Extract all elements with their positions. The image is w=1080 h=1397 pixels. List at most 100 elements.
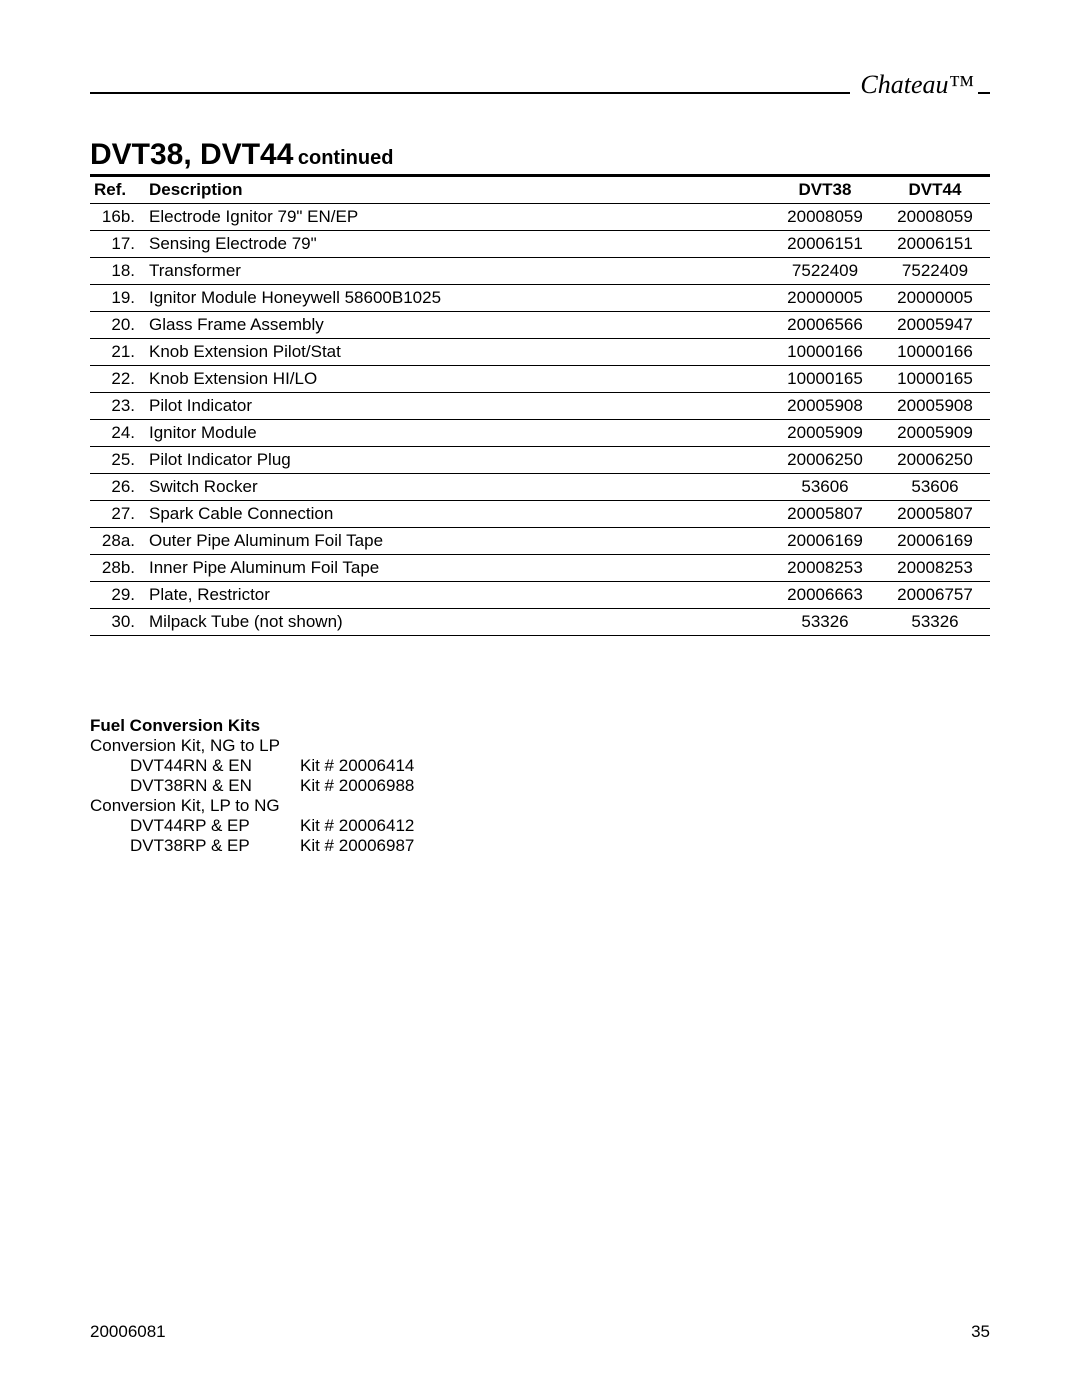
table-row: 28a.Outer Pipe Aluminum Foil Tape2000616… [90,528,990,555]
footer-doc-number: 20006081 [90,1322,166,1342]
cell-desc: Switch Rocker [145,474,770,501]
kit-item: DVT44RP & EPKit # 20006412 [90,816,990,836]
cell-p1: 20008253 [770,555,880,582]
cell-p2: 53326 [880,609,990,636]
cell-p2: 20006151 [880,231,990,258]
cell-ref: 16b. [90,204,145,231]
table-row: 25.Pilot Indicator Plug2000625020006250 [90,447,990,474]
cell-p2: 20000005 [880,285,990,312]
cell-ref: 18. [90,258,145,285]
table-row: 24.Ignitor Module2000590920005909 [90,420,990,447]
cell-p2: 20005947 [880,312,990,339]
cell-p1: 20006151 [770,231,880,258]
cell-p1: 7522409 [770,258,880,285]
cell-p1: 20006566 [770,312,880,339]
cell-p1: 20005807 [770,501,880,528]
kit-model: DVT38RP & EP [130,836,300,856]
cell-desc: Plate, Restrictor [145,582,770,609]
cell-desc: Milpack Tube (not shown) [145,609,770,636]
cell-p1: 20000005 [770,285,880,312]
kit-item: DVT38RP & EPKit # 20006987 [90,836,990,856]
cell-p1: 53326 [770,609,880,636]
col-ref-header: Ref. [90,177,145,204]
col-desc-header: Description [145,177,770,204]
parts-header-row: Ref. Description DVT38 DVT44 [90,177,990,204]
kit-group-heading: Conversion Kit, LP to NG [90,796,990,816]
cell-p1: 20008059 [770,204,880,231]
cell-ref: 24. [90,420,145,447]
cell-p2: 20005908 [880,393,990,420]
cell-desc: Pilot Indicator Plug [145,447,770,474]
kit-model: DVT44RN & EN [130,756,300,776]
kit-group-heading: Conversion Kit, NG to LP [90,736,990,756]
kit-model: DVT44RP & EP [130,816,300,836]
table-row: 30.Milpack Tube (not shown)5332653326 [90,609,990,636]
cell-p2: 20008059 [880,204,990,231]
table-row: 22.Knob Extension HI/LO1000016510000165 [90,366,990,393]
parts-table-body: 16b.Electrode Ignitor 79" EN/EP200080592… [90,204,990,636]
kit-item: DVT44RN & ENKit # 20006414 [90,756,990,776]
cell-p2: 20008253 [880,555,990,582]
table-row: 28b.Inner Pipe Aluminum Foil Tape2000825… [90,555,990,582]
cell-p2: 20006250 [880,447,990,474]
cell-p2: 20005909 [880,420,990,447]
col-p2-header: DVT44 [880,177,990,204]
table-row: 21.Knob Extension Pilot/Stat100001661000… [90,339,990,366]
cell-desc: Spark Cable Connection [145,501,770,528]
cell-p1: 10000166 [770,339,880,366]
cell-p1: 20005909 [770,420,880,447]
cell-desc: Ignitor Module [145,420,770,447]
cell-ref: 30. [90,609,145,636]
table-row: 27.Spark Cable Connection200058072000580… [90,501,990,528]
section-title-sub: continued [298,147,394,169]
cell-ref: 23. [90,393,145,420]
table-row: 16b.Electrode Ignitor 79" EN/EP200080592… [90,204,990,231]
table-row: 29.Plate, Restrictor2000666320006757 [90,582,990,609]
table-row: 26.Switch Rocker5360653606 [90,474,990,501]
cell-ref: 19. [90,285,145,312]
cell-p2: 10000166 [880,339,990,366]
page-footer: 20006081 35 [90,1322,990,1342]
cell-p1: 20005908 [770,393,880,420]
cell-ref: 22. [90,366,145,393]
kit-model: DVT38RN & EN [130,776,300,796]
cell-desc: Outer Pipe Aluminum Foil Tape [145,528,770,555]
col-p1-header: DVT38 [770,177,880,204]
parts-table: Ref. Description DVT38 DVT44 16b.Electro… [90,177,990,636]
cell-p2: 10000165 [880,366,990,393]
page-header: Chateau™ [90,70,990,100]
kit-number: Kit # 20006987 [300,836,414,856]
footer-page-number: 35 [971,1322,990,1342]
kit-item: DVT38RN & ENKit # 20006988 [90,776,990,796]
cell-p1: 20006169 [770,528,880,555]
cell-ref: 21. [90,339,145,366]
kit-number: Kit # 20006412 [300,816,414,836]
cell-desc: Electrode Ignitor 79" EN/EP [145,204,770,231]
table-row: 23.Pilot Indicator2000590820005908 [90,393,990,420]
cell-ref: 25. [90,447,145,474]
cell-ref: 26. [90,474,145,501]
cell-p2: 20006169 [880,528,990,555]
parts-table-head: Ref. Description DVT38 DVT44 [90,177,990,204]
cell-p1: 20006663 [770,582,880,609]
cell-desc: Transformer [145,258,770,285]
cell-desc: Ignitor Module Honeywell 58600B1025 [145,285,770,312]
cell-ref: 17. [90,231,145,258]
cell-ref: 28b. [90,555,145,582]
cell-p2: 53606 [880,474,990,501]
kits-body: Conversion Kit, NG to LPDVT44RN & ENKit … [90,736,990,856]
table-row: 18.Transformer75224097522409 [90,258,990,285]
cell-p2: 7522409 [880,258,990,285]
cell-desc: Inner Pipe Aluminum Foil Tape [145,555,770,582]
kits-title: Fuel Conversion Kits [90,716,990,736]
table-row: 17.Sensing Electrode 79"2000615120006151 [90,231,990,258]
cell-p1: 10000165 [770,366,880,393]
cell-desc: Knob Extension HI/LO [145,366,770,393]
cell-desc: Pilot Indicator [145,393,770,420]
cell-desc: Knob Extension Pilot/Stat [145,339,770,366]
cell-p2: 20006757 [880,582,990,609]
fuel-conversion-kits: Fuel Conversion Kits Conversion Kit, NG … [90,716,990,856]
section-title: DVT38, DVT44 continued [90,138,990,177]
section-title-main: DVT38, DVT44 [90,138,293,171]
cell-ref: 29. [90,582,145,609]
